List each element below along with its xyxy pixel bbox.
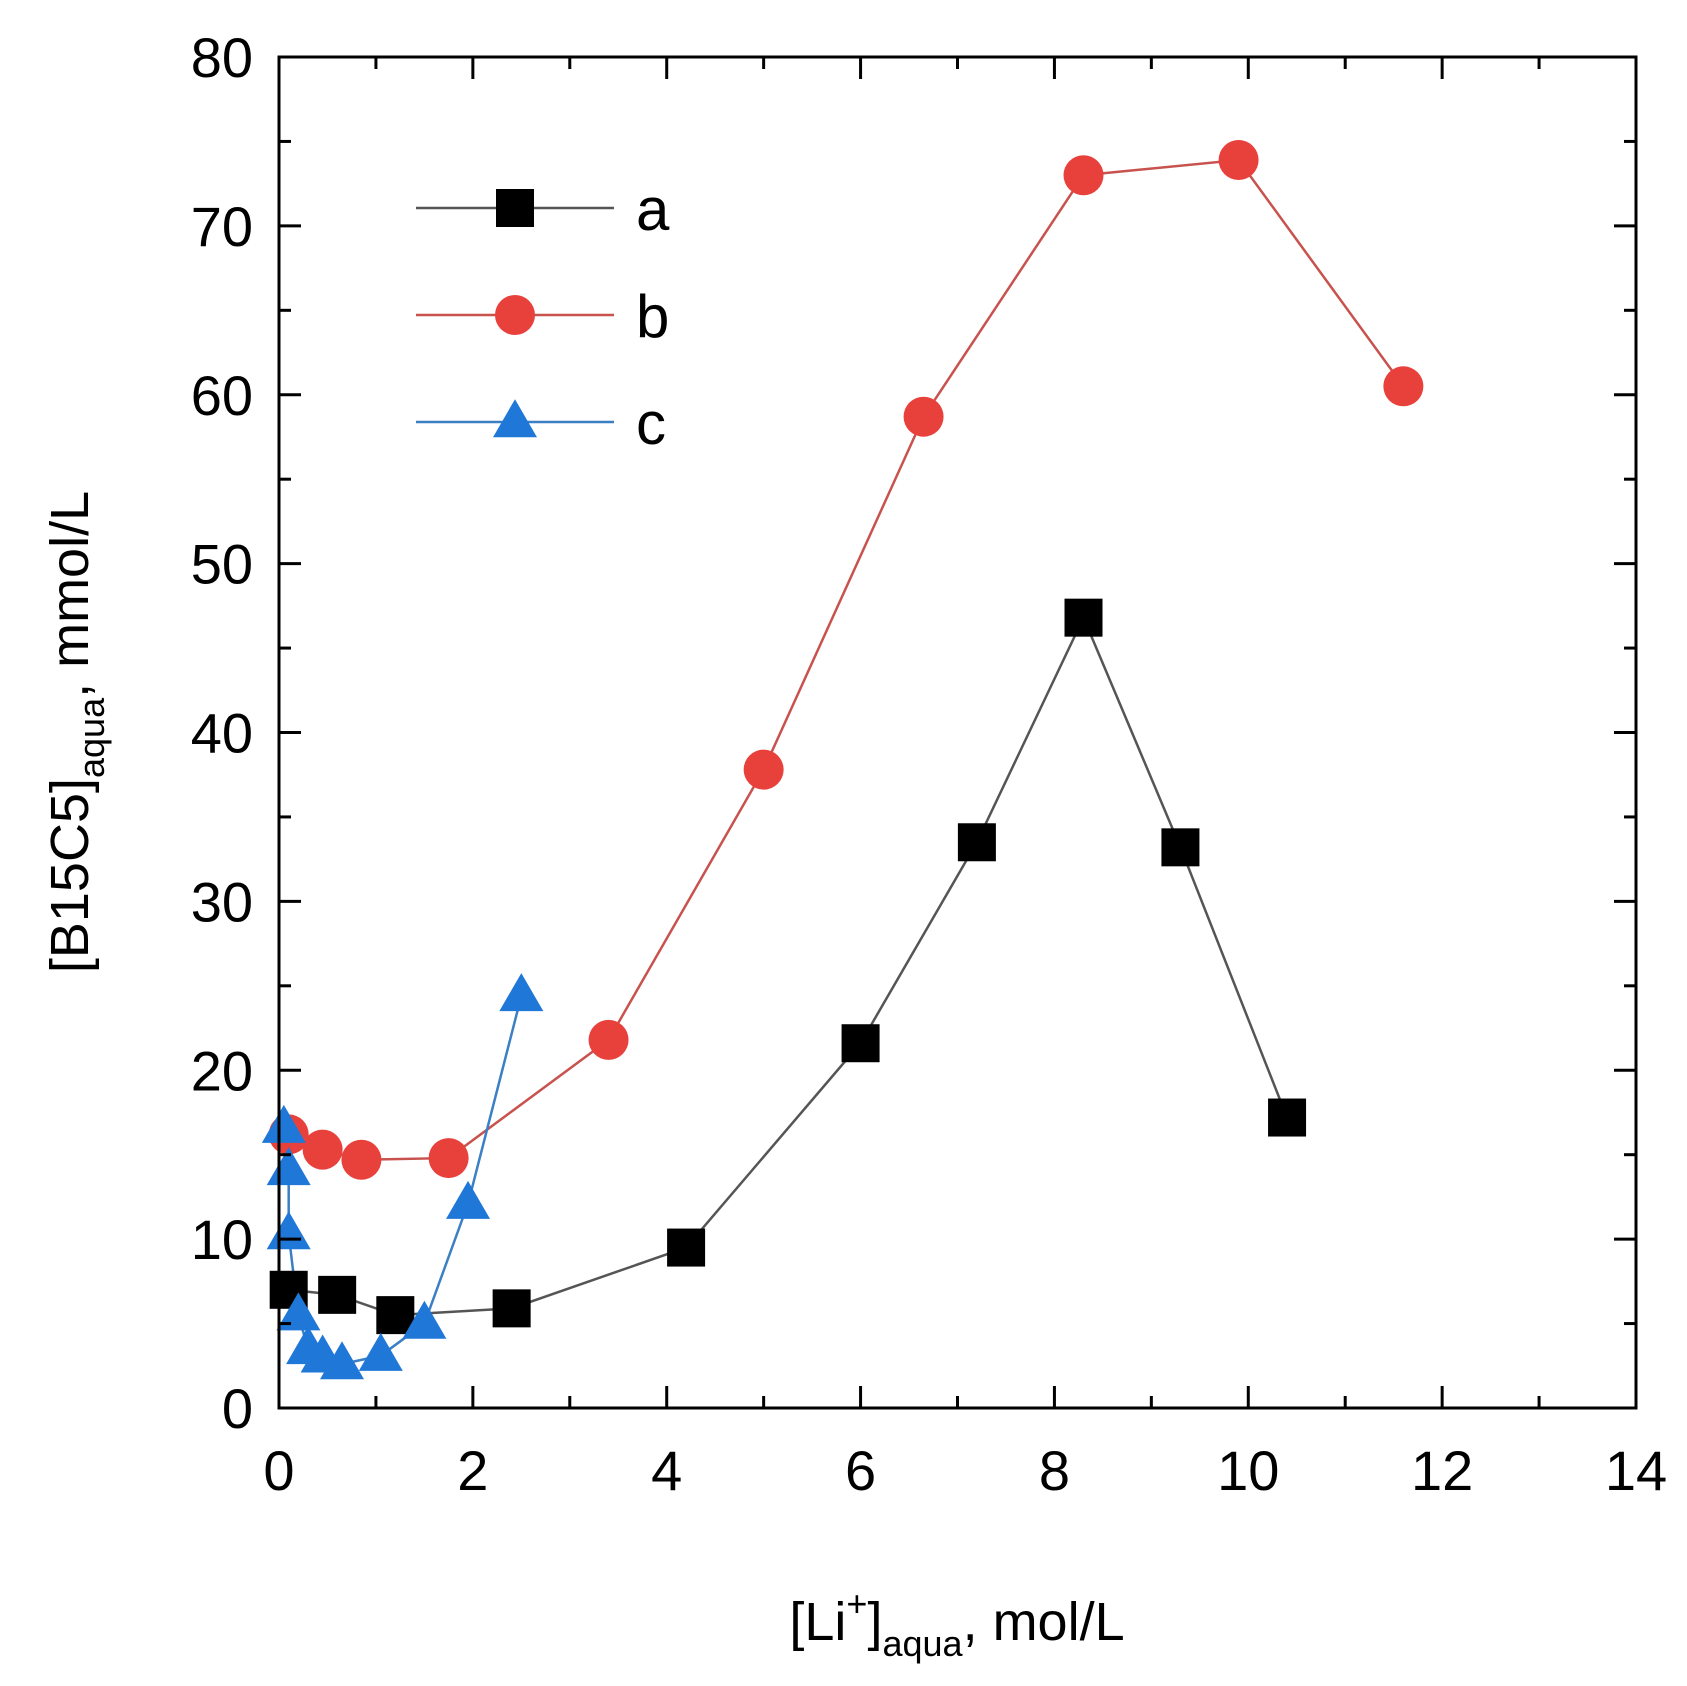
- data-point-c: [499, 973, 544, 1012]
- axis-ticks-group: [277, 55, 1638, 1410]
- legend-marker-a: [496, 189, 534, 227]
- data-point-a: [1064, 598, 1103, 637]
- data-point-a: [376, 1296, 415, 1335]
- data-point-c: [358, 1332, 403, 1371]
- y-axis-title-unit: , mmol/L: [40, 491, 100, 698]
- data-point-b: [1063, 155, 1104, 196]
- data-point-c: [261, 1104, 306, 1143]
- y-axis-title-sub: aqua: [71, 697, 112, 778]
- plot-frame: [277, 55, 1638, 1410]
- legend-marker-c: [493, 399, 537, 438]
- series-line-a: [288, 614, 1289, 1317]
- legend: abc: [416, 176, 670, 457]
- x-axis-title-sup: +: [846, 1583, 867, 1624]
- series-lines-group: [282, 158, 1405, 1366]
- y-tick-label: 0: [222, 1377, 253, 1440]
- y-tick-label: 80: [191, 26, 253, 89]
- x-tick-label: 12: [1411, 1439, 1473, 1502]
- y-tick-label: 30: [191, 870, 253, 933]
- series-line-b: [288, 158, 1405, 1162]
- x-axis-title-unit: , mol/L: [963, 1592, 1125, 1652]
- x-axis-title-main: [Li: [789, 1592, 846, 1652]
- y-tick-label: 60: [191, 364, 253, 427]
- y-tick-label: 70: [191, 195, 253, 258]
- data-point-a: [957, 823, 996, 862]
- data-point-b: [588, 1019, 629, 1060]
- y-tick-label: 40: [191, 702, 253, 765]
- data-point-b: [1383, 366, 1424, 407]
- legend-marker-b: [495, 295, 535, 335]
- x-tick-label: 6: [845, 1439, 876, 1502]
- data-point-b: [743, 749, 784, 790]
- y-tick-label: 20: [191, 1039, 253, 1102]
- x-tick-label: 4: [651, 1439, 682, 1502]
- legend-label-b: b: [636, 283, 669, 350]
- data-point-c: [402, 1300, 447, 1339]
- tick-labels-group: 0 2 4 6 8 10 12 14 0 10 20 30 40 50 60 70 80: [191, 26, 1667, 1502]
- data-point-b: [302, 1129, 343, 1170]
- legend-label-c: c: [636, 390, 666, 457]
- x-axis-title-sub: aqua: [882, 1623, 963, 1664]
- data-point-c: [266, 1211, 311, 1250]
- y-axis-title-main: [B15C5]: [40, 778, 100, 973]
- data-point-a: [667, 1228, 706, 1267]
- y-axis-title: [B15C5]aqua, mmol/L: [40, 491, 112, 973]
- data-point-c: [276, 1292, 321, 1331]
- x-tick-label: 10: [1217, 1439, 1279, 1502]
- data-point-a: [492, 1289, 531, 1328]
- legend-label-a: a: [636, 176, 670, 243]
- data-point-b: [428, 1138, 469, 1179]
- data-point-c: [446, 1180, 491, 1219]
- x-tick-label: 0: [263, 1439, 294, 1502]
- x-tick-label: 2: [457, 1439, 488, 1502]
- data-point-b: [341, 1139, 382, 1180]
- x-axis-title-close: ]: [867, 1592, 882, 1652]
- series-markers-group: [261, 140, 1424, 1380]
- x-tick-label: 14: [1605, 1439, 1667, 1502]
- x-axis-title: [Li+]aqua, mol/L: [789, 1583, 1124, 1664]
- y-tick-label: 10: [191, 1208, 253, 1271]
- x-tick-label: 8: [1039, 1439, 1070, 1502]
- y-tick-label: 50: [191, 533, 253, 596]
- data-point-a: [1161, 828, 1200, 867]
- data-point-b: [1218, 140, 1259, 181]
- data-point-b: [903, 396, 944, 437]
- data-point-c: [320, 1341, 365, 1380]
- data-point-a: [1268, 1098, 1307, 1137]
- data-point-a: [318, 1275, 357, 1314]
- data-point-a: [841, 1024, 880, 1063]
